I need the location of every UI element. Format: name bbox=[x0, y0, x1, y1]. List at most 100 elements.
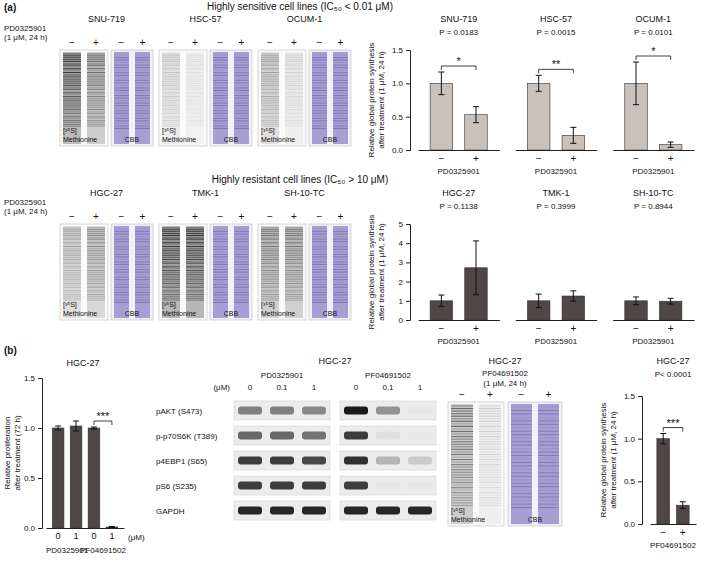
cbb-band bbox=[538, 413, 559, 414]
blot-band bbox=[344, 407, 368, 415]
cbb-band bbox=[312, 246, 327, 247]
gel-band bbox=[63, 287, 81, 288]
error-bar-part bbox=[633, 62, 639, 63]
gel-band bbox=[285, 94, 303, 95]
gel-lane-group bbox=[285, 52, 303, 144]
y-tick: 1.5 bbox=[624, 392, 642, 401]
cbb-band bbox=[234, 272, 249, 273]
gel-band bbox=[186, 90, 204, 91]
gel-band bbox=[261, 55, 279, 56]
gel-band bbox=[63, 272, 81, 273]
blot-band bbox=[302, 457, 326, 465]
gel-band bbox=[63, 83, 81, 84]
cbb-band bbox=[234, 105, 249, 106]
blot-band bbox=[302, 407, 326, 415]
gel-band bbox=[261, 120, 279, 121]
gel-band bbox=[87, 81, 105, 82]
gel-label: [³⁵S] bbox=[162, 127, 176, 135]
cbb-band bbox=[213, 70, 228, 71]
gel-band bbox=[87, 118, 105, 119]
cbb-band bbox=[234, 77, 249, 78]
gel-band bbox=[186, 294, 204, 295]
gel-band bbox=[186, 235, 204, 236]
error-bar-part bbox=[438, 295, 444, 296]
cbb-band bbox=[213, 284, 228, 285]
cbb-band bbox=[114, 251, 129, 252]
gel-band bbox=[63, 63, 81, 64]
cbb-band bbox=[234, 118, 249, 119]
gel-band bbox=[87, 227, 105, 228]
gel-band bbox=[285, 244, 303, 245]
gel-label: Methionine bbox=[162, 136, 196, 143]
gel-band bbox=[186, 55, 204, 56]
gel-band bbox=[285, 124, 303, 125]
blot-band bbox=[270, 482, 294, 490]
cbb-band bbox=[114, 123, 129, 124]
error-bar bbox=[660, 434, 666, 444]
cbb-band bbox=[312, 267, 327, 268]
gel-band bbox=[261, 290, 279, 291]
gel-band bbox=[87, 264, 105, 265]
cbb-band bbox=[538, 490, 559, 491]
cbb-band bbox=[312, 77, 327, 78]
significance-label: ** bbox=[552, 58, 561, 70]
cbb-band bbox=[213, 287, 228, 288]
cbb-band bbox=[114, 284, 129, 285]
gel-band bbox=[162, 285, 180, 286]
x-tick-label: − bbox=[633, 153, 639, 164]
cbb-band bbox=[234, 302, 249, 303]
cbb-band bbox=[135, 65, 150, 66]
y-tick-mark bbox=[38, 428, 42, 429]
gel-band bbox=[63, 87, 81, 88]
blot-strip bbox=[340, 501, 436, 520]
gel-band bbox=[261, 261, 279, 262]
cbb-lane bbox=[234, 52, 249, 144]
gel-band bbox=[285, 239, 303, 240]
gel-band bbox=[87, 77, 105, 78]
cbb-band bbox=[213, 93, 228, 94]
cbb-band bbox=[135, 299, 150, 300]
gel-band bbox=[87, 294, 105, 295]
cbb-band bbox=[135, 282, 150, 283]
gel-band bbox=[162, 296, 180, 297]
gel-band bbox=[87, 231, 105, 232]
cbb-band bbox=[213, 239, 228, 240]
lane-sign: − bbox=[69, 211, 75, 222]
gel-band bbox=[479, 487, 501, 488]
cbb-band bbox=[135, 123, 150, 124]
lane-sign: − bbox=[519, 389, 525, 400]
gel-band bbox=[261, 105, 279, 106]
gel-band bbox=[87, 61, 105, 62]
x-tick: 0 bbox=[91, 528, 96, 541]
x-axis-title: PD0325901 bbox=[632, 167, 675, 176]
gel-band bbox=[479, 505, 501, 506]
gel-band bbox=[451, 418, 473, 419]
cbb-band bbox=[312, 103, 327, 104]
y-tick: 1.0 bbox=[624, 435, 642, 444]
gel-band bbox=[162, 229, 180, 230]
cbb-band bbox=[213, 254, 228, 255]
gel-band bbox=[285, 240, 303, 241]
cbb-band bbox=[538, 407, 559, 408]
gel-band bbox=[186, 113, 204, 114]
cbb-band bbox=[135, 292, 150, 293]
error-bar-part bbox=[91, 427, 97, 428]
gel-band bbox=[261, 72, 279, 73]
gel-band bbox=[186, 70, 204, 71]
gel-band bbox=[451, 416, 473, 417]
gel-band bbox=[87, 120, 105, 121]
cbb-band bbox=[213, 236, 228, 237]
gel-band bbox=[162, 239, 180, 240]
x-axis: −+ bbox=[613, 320, 694, 334]
cbb-band bbox=[213, 241, 228, 242]
gel-band bbox=[162, 251, 180, 252]
lane-sign: − bbox=[317, 211, 323, 222]
cbb-band bbox=[213, 269, 228, 270]
y-tick-mark bbox=[638, 439, 642, 440]
gel-band bbox=[162, 288, 180, 289]
gel-band bbox=[451, 421, 473, 422]
gel-band bbox=[285, 270, 303, 271]
cbb-band bbox=[511, 455, 532, 456]
gel-band bbox=[162, 90, 180, 91]
error-bar-part bbox=[473, 294, 479, 295]
